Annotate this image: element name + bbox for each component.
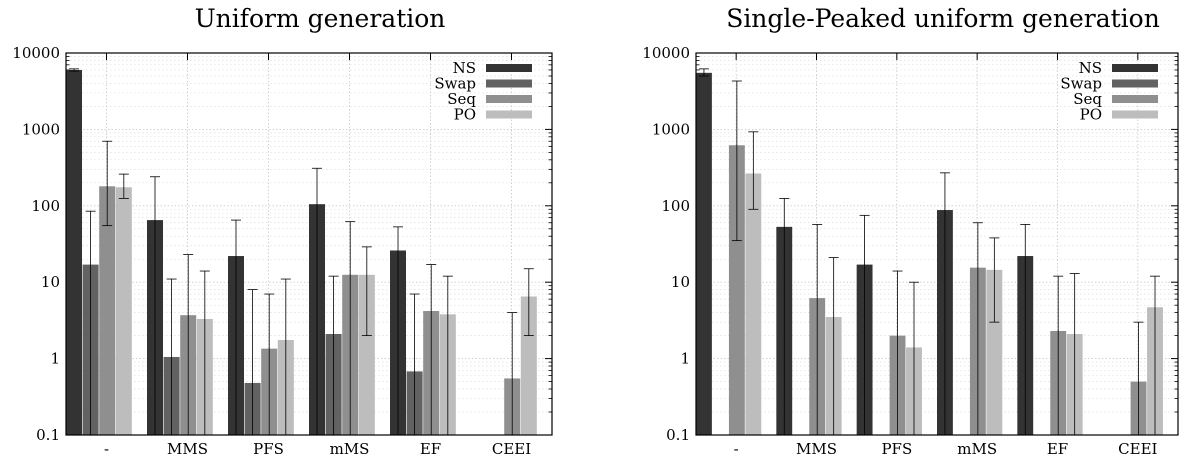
legend-label-po: PO xyxy=(454,106,476,124)
x-tick-label: PFS xyxy=(881,440,912,458)
legend-label-ns: NS xyxy=(1079,59,1102,77)
y-tick-label: 100 xyxy=(661,197,690,215)
x-tick-label: MMS xyxy=(796,440,837,458)
x-tick-label: EF xyxy=(1047,440,1068,458)
y-tick-label: 1 xyxy=(680,350,690,368)
x-tick-label: EF xyxy=(420,440,441,458)
bar-ns-0 xyxy=(66,69,83,435)
y-tick-label: 1 xyxy=(50,350,60,368)
bar-po-5 xyxy=(520,296,537,435)
bar-po-0 xyxy=(745,173,762,435)
y-tick-label: 10000 xyxy=(642,44,690,62)
y-tick-label: 100 xyxy=(31,197,60,215)
chart-panel-1: Uniform generation 0.1 1 10 100 1000 10000 - MMS… xyxy=(12,4,553,458)
y-tick-label: 10000 xyxy=(12,44,60,62)
y-tick-label: 1000 xyxy=(652,120,690,138)
legend-label-ns: NS xyxy=(453,59,476,77)
chart-title: Single-Peaked uniform generation xyxy=(726,4,1160,33)
bar-seq-0 xyxy=(728,145,745,435)
legend-swatch-po xyxy=(1112,110,1158,119)
legend-label-po: PO xyxy=(1080,106,1102,124)
legend-swatch-seq xyxy=(486,95,532,103)
bar-ns-0 xyxy=(696,72,712,435)
x-tick-label: MMS xyxy=(167,440,208,458)
chart-panel-2: Single-Peaked uniform generation 0.1 1 10 10… xyxy=(642,4,1179,458)
legend-swatch-ns xyxy=(1112,64,1158,72)
x-tick-label: - xyxy=(734,440,739,458)
legend-label-seq: Seq xyxy=(1073,90,1102,108)
y-tick-label: 0.1 xyxy=(666,426,690,444)
x-tick-label: - xyxy=(104,440,109,458)
x-tick-label: mMS xyxy=(957,440,997,458)
y-tick-label: 0.1 xyxy=(36,426,60,444)
plot-frame xyxy=(695,52,1179,436)
bar-seq-0 xyxy=(99,186,116,435)
legend-swatch-swap xyxy=(486,79,532,88)
legend-swatch-seq xyxy=(1112,95,1158,103)
chart-title: Uniform generation xyxy=(195,4,446,33)
y-tick-label: 1000 xyxy=(22,120,60,138)
x-tick-label: CEEI xyxy=(1118,440,1157,458)
legend-swatch-po xyxy=(486,110,532,119)
x-tick-label: CEEI xyxy=(492,440,531,458)
legend-label-seq: Seq xyxy=(447,90,476,108)
bar-po-3 xyxy=(358,274,375,435)
bar-po-0 xyxy=(115,187,132,435)
y-tick-label: 10 xyxy=(41,273,60,291)
x-tick-label: PFS xyxy=(253,440,284,458)
legend-label-swap: Swap xyxy=(434,75,476,93)
legend-label-swap: Swap xyxy=(1060,75,1102,93)
plot-frame xyxy=(65,52,553,436)
y-tick-label: 10 xyxy=(671,273,690,291)
legend-swatch-ns xyxy=(486,64,532,72)
x-tick-label: mMS xyxy=(330,440,370,458)
bar-po-3 xyxy=(986,269,1003,435)
legend-swatch-swap xyxy=(1112,79,1158,88)
